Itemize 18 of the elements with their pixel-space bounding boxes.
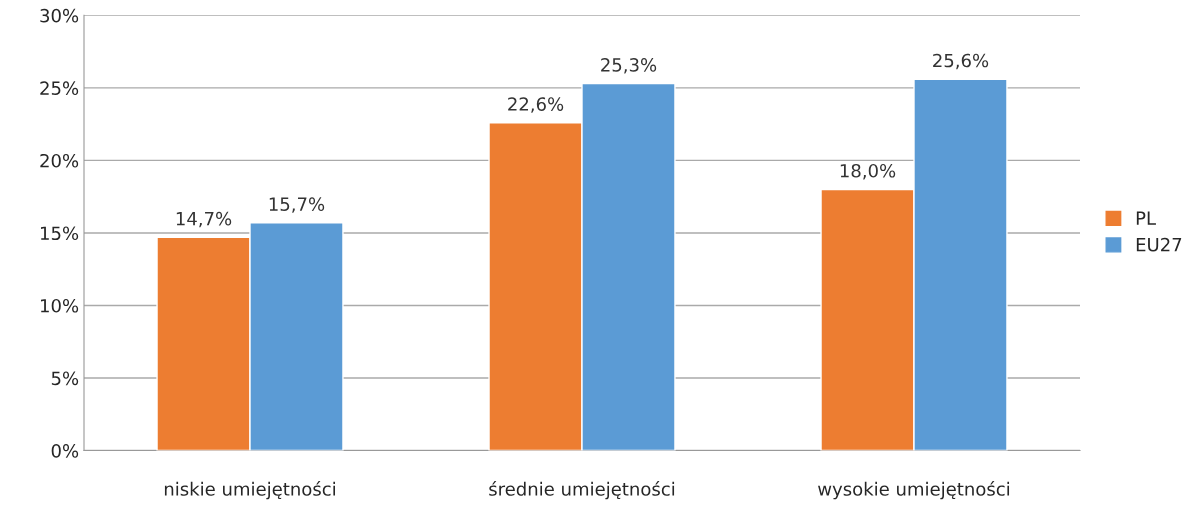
data-label: 25,3% bbox=[601, 58, 657, 74]
y-tick-label: 25% bbox=[40, 81, 79, 96]
y-tick-label: 15% bbox=[40, 226, 79, 241]
data-label: 14,7% bbox=[176, 211, 232, 228]
data-label: 22,6% bbox=[508, 97, 564, 113]
y-tick-label: 10% bbox=[40, 298, 79, 313]
y-tick-label: 20% bbox=[40, 153, 79, 168]
x-tick-label: wysokie umiejętności bbox=[818, 481, 1010, 500]
legend-label: PL bbox=[1136, 211, 1156, 225]
data-label: 18,0% bbox=[840, 163, 896, 180]
y-tick-label: 30% bbox=[40, 8, 79, 23]
x-tick-label: niskie umiejętności bbox=[164, 481, 335, 500]
data-label: 25,6% bbox=[933, 53, 989, 70]
legend-label: EU27 bbox=[1136, 237, 1182, 252]
data-label: 15,7% bbox=[269, 197, 325, 213]
x-tick-label: średnie umiejętności bbox=[489, 481, 675, 500]
y-tick-label: 5% bbox=[51, 371, 79, 386]
y-tick-label: 0% bbox=[51, 444, 79, 458]
